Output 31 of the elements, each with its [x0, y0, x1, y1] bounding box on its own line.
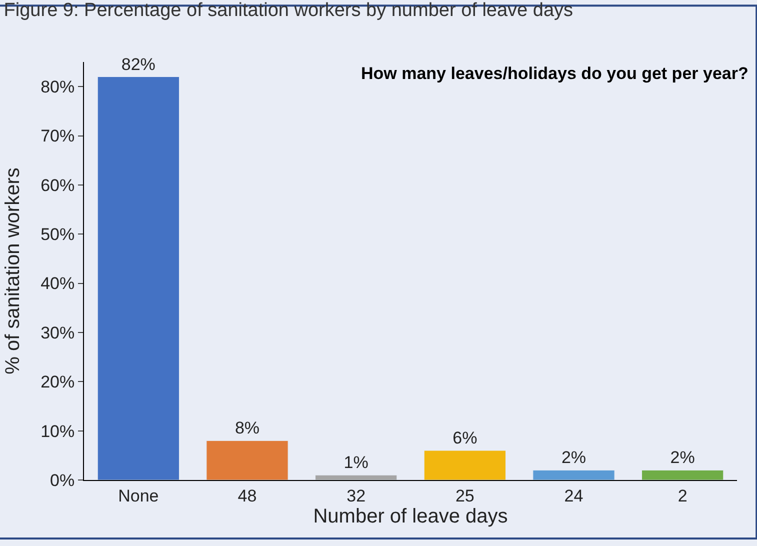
bar [424, 450, 506, 480]
bar [315, 474, 398, 480]
chart-title: Figure 9: Percentage of sanitation workers by number of leave days [4, 0, 574, 22]
x-axis-title: Number of leave days [313, 505, 508, 528]
y-tick-label: 10% [40, 422, 75, 441]
bar [206, 440, 288, 480]
data-label: 1% [344, 453, 368, 472]
data-label: 2% [561, 448, 586, 468]
y-axis-title: % of sanitation workers [2, 168, 24, 374]
x-tick-label: 32 [346, 486, 366, 506]
bar [642, 470, 724, 480]
y-tick-label: 30% [40, 323, 75, 342]
x-tick-label: None [118, 486, 159, 506]
y-tick-label: 60% [40, 176, 75, 195]
y-tick-label: 0% [50, 470, 75, 490]
x-tick-label: 25 [455, 486, 474, 506]
x-tick-label: 48 [238, 486, 257, 506]
annotation: How many leaves/holidays do you get per year? [361, 64, 748, 83]
bar [532, 470, 615, 480]
x-tick-label: 2 [678, 486, 688, 506]
data-label: 82% [121, 54, 156, 74]
y-tick-label: 80% [40, 78, 75, 97]
y-tick-label: 50% [40, 225, 75, 244]
bar [97, 76, 180, 480]
y-tick-label: 70% [40, 126, 75, 146]
y-tick-label: 20% [40, 372, 75, 392]
data-label: 6% [452, 428, 478, 448]
data-label: 8% [234, 418, 260, 438]
x-tick-label: 24 [564, 486, 584, 506]
y-tick-label: 40% [40, 274, 75, 294]
data-label: 2% [670, 448, 695, 468]
